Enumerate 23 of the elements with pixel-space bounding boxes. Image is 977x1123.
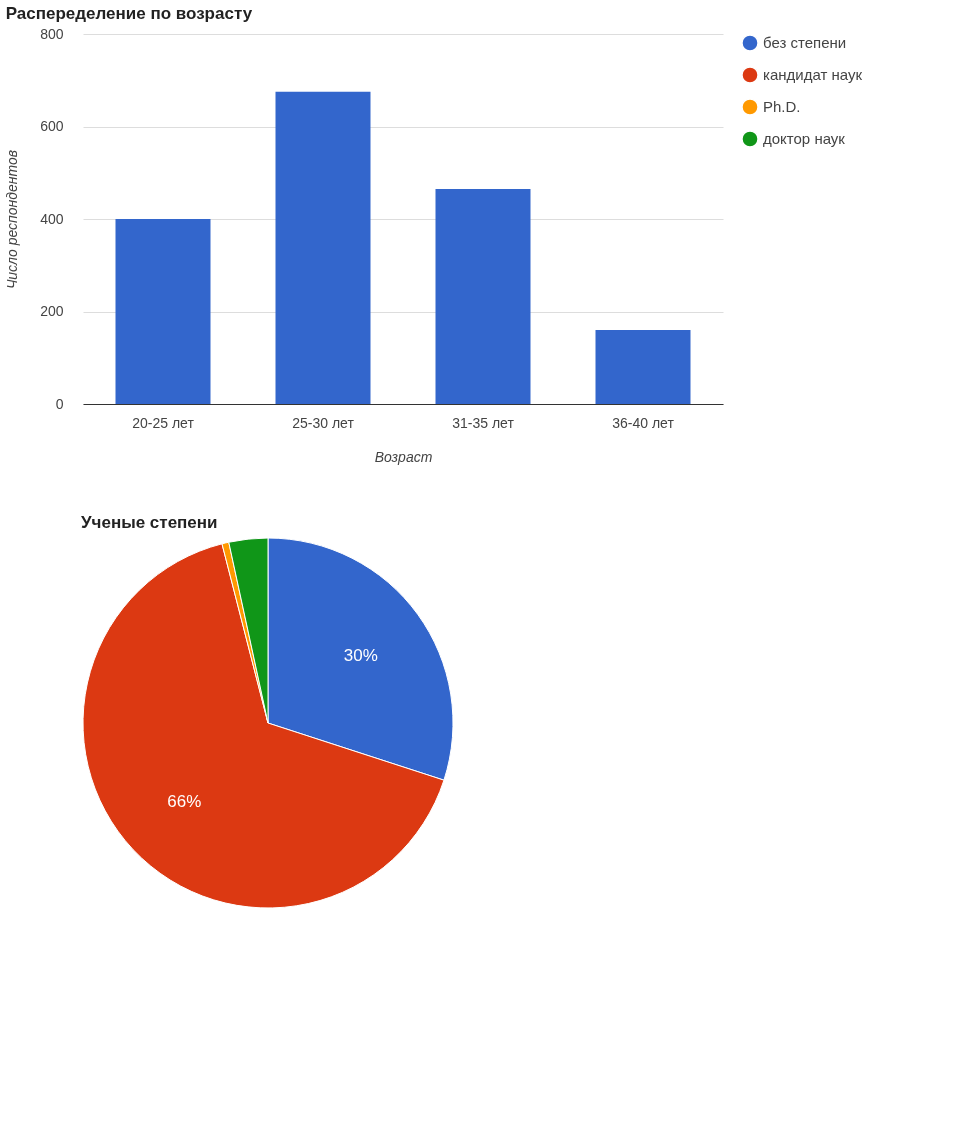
bar [115,219,211,404]
y-tick-label: 800 [40,25,64,42]
y-tick-label: 400 [40,210,64,227]
x-tick-label: 36-40 лет [612,414,675,431]
y-axis-title: Число респондентов [4,149,21,290]
data-label: 30% [343,645,378,665]
legend-label: кандидат наук [763,66,863,83]
x-tick-label: 25-30 лет [292,414,355,431]
chart-title: Распеределение по возрасту [5,4,253,23]
x-axis-title: Возраст [374,448,433,465]
legend-label: Ph.D. [763,98,801,115]
y-tick-label: 200 [40,303,64,319]
bar [595,330,691,404]
bar [275,91,371,404]
bar [435,188,531,404]
text: Ученые степени [81,513,218,532]
data-label: 66% [167,791,202,811]
x-tick-label: 20-25 лет [132,414,195,431]
legend-label: без степени [763,34,847,51]
y-tick-label: 0 [55,395,64,412]
legend-label: доктор наук [763,130,846,147]
y-tick-label: 600 [40,118,64,134]
x-tick-label: 31-35 лет [452,414,515,431]
